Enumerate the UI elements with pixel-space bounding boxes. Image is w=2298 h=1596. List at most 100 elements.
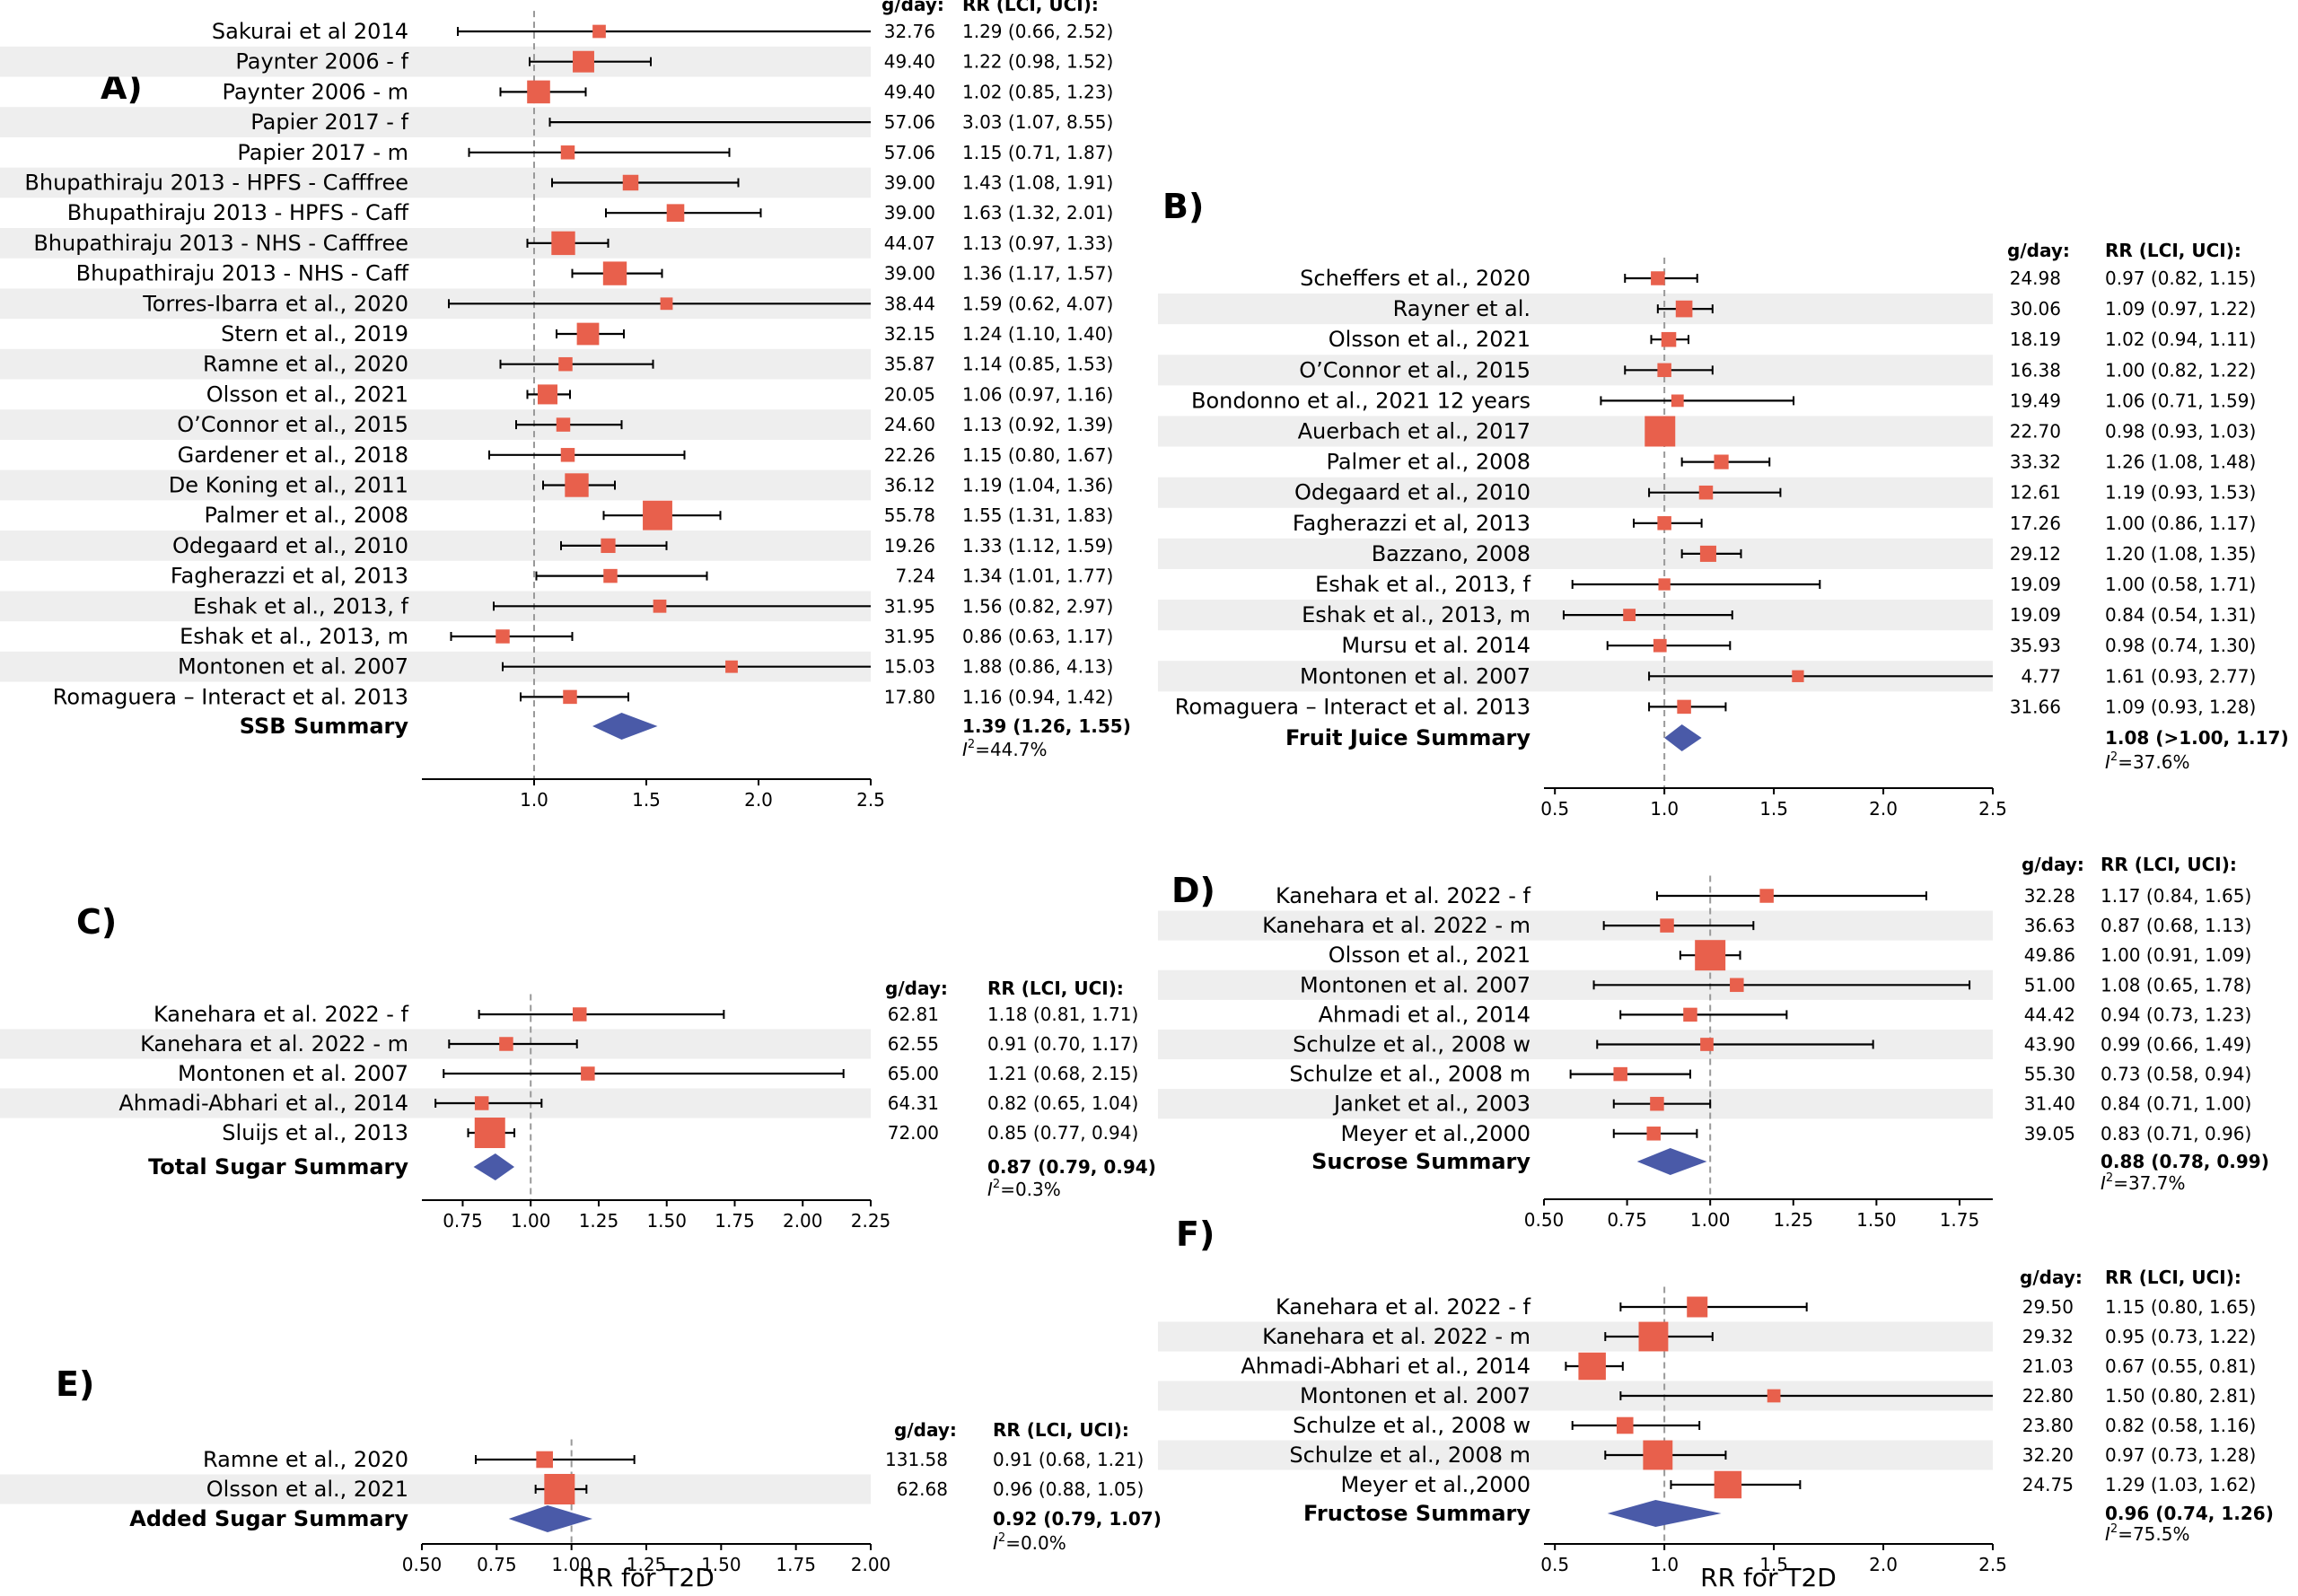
point-estimate [1616, 1416, 1634, 1434]
study-row: Olsson et al., 2021 18.19 1.02 (0.94, 1.11… [1329, 327, 2257, 352]
study-label: Auerbach et al., 2017 [1298, 419, 1531, 444]
study-row: Ahmadi-Abhari et al., 2014 64.31 0.82 (0.6… [118, 1091, 1138, 1116]
study-label: Fagherazzi et al, 2013 [1293, 511, 1531, 536]
study-label: Schulze et al., 2008 w [1293, 1032, 1531, 1057]
row-shade [0, 348, 871, 380]
gday-value: 22.26 [884, 444, 935, 466]
point-estimate [1613, 1066, 1627, 1082]
study-row: Ahmadi et al., 2014 44.42 0.94 (0.73, 1.23… [1319, 1002, 2252, 1027]
study-label: Ahmadi-Abhari et al., 2014 [118, 1091, 408, 1116]
gday-value: 65.00 [888, 1063, 939, 1084]
gday-value: 31.95 [884, 595, 935, 617]
study-row: Gardener et al., 2018 22.26 1.15 (0.80, 1.… [178, 443, 1114, 468]
study-label: Paynter 2006 - f [235, 49, 408, 75]
study-label: Schulze et al., 2008 m [1289, 1062, 1531, 1087]
i-squared-exponent: 2 [2110, 1522, 2118, 1536]
row-shade [1158, 294, 1993, 325]
study-row: Kanehara et al. 2022 - f 32.28 1.17 (0.84,… [1276, 883, 2251, 908]
x-tick-label: 2.0 [1869, 1554, 1898, 1575]
x-tick-label: 1.00 [551, 1554, 592, 1575]
i-squared: I2=0.3% [987, 1178, 1061, 1200]
rr-value: 1.15 (0.80, 1.65) [2105, 1296, 2256, 1318]
x-tick-label: 1.50 [701, 1554, 741, 1575]
gday-value: 35.93 [2010, 635, 2061, 656]
x-tick-label: 1.75 [776, 1554, 816, 1575]
x-tick-label: 1.0 [1650, 1554, 1679, 1575]
study-row: Romaguera – Interact et al. 2013 17.80 1.1… [53, 684, 1113, 709]
study-row: Sakurai et al 2014 32.76 1.29 (0.66, 2.52) [212, 19, 1113, 44]
rr-value: 0.95 (0.73, 1.22) [2105, 1326, 2256, 1347]
gday-value: 43.90 [2024, 1034, 2075, 1056]
i-squared-symbol: I [993, 1532, 998, 1554]
gday-value: 49.86 [2024, 944, 2075, 966]
rr-value: 1.26 (1.08, 1.48) [2105, 452, 2256, 473]
gday-value: 55.78 [884, 504, 935, 526]
study-label: Montonen et al. 2007 [1300, 1383, 1531, 1408]
x-tick-label: 1.25 [1774, 1209, 1814, 1231]
gday-value: 22.80 [2022, 1385, 2074, 1407]
point-estimate [1687, 1296, 1708, 1318]
gday-value: 19.26 [884, 535, 935, 557]
x-tick-label: 1.25 [579, 1210, 619, 1232]
point-estimate [603, 568, 618, 583]
point-estimate [556, 417, 571, 432]
rr-value: 0.67 (0.55, 0.81) [2105, 1355, 2256, 1377]
x-tick-label: 1.5 [1759, 1554, 1788, 1575]
study-label: Montonen et al. 2007 [1300, 972, 1531, 997]
rr-value: 1.00 (0.86, 1.17) [2105, 513, 2256, 534]
study-label: Ramne et al., 2020 [203, 352, 408, 377]
summary-label: Fruit Juice Summary [1285, 725, 1531, 750]
point-estimate [1650, 1096, 1664, 1111]
point-estimate [563, 689, 577, 705]
summary-diamond [592, 713, 658, 740]
study-label: Bazzano, 2008 [1372, 541, 1531, 566]
rr-value: 0.91 (0.68, 1.21) [993, 1449, 1144, 1470]
i-squared-value: =75.5% [2118, 1523, 2189, 1545]
point-estimate [544, 1474, 575, 1504]
gday-value: 12.61 [2010, 482, 2061, 504]
point-estimate [601, 538, 616, 554]
gday-value: 55.30 [2024, 1064, 2075, 1085]
study-row: Kanehara et al. 2022 - m 29.32 0.95 (0.73,… [1262, 1321, 2256, 1352]
study-row: Schulze et al., 2008 w 23.80 0.82 (0.58, 1… [1293, 1413, 2256, 1438]
rr-value: 1.55 (1.31, 1.83) [962, 504, 1113, 526]
study-label: Ramne et al., 2020 [203, 1447, 408, 1472]
point-estimate [474, 1096, 489, 1110]
row-shade [1158, 1089, 1993, 1119]
study-row: Fagherazzi et al, 2013 7.24 1.34 (1.01, 1.… [171, 564, 1113, 589]
x-tick-label: 1.0 [520, 789, 548, 811]
x-tick-label: 2.5 [1978, 1554, 2007, 1575]
study-label: Olsson et al., 2021 [1329, 327, 1531, 352]
panel-label: B) [1162, 187, 1204, 226]
point-estimate [1657, 363, 1671, 378]
gday-value: 29.12 [2010, 543, 2061, 565]
study-label: Bhupathiraju 2013 - NHS - Cafffree [33, 231, 408, 256]
rr-value: 1.29 (0.66, 2.52) [962, 21, 1113, 42]
study-row: Palmer et al., 2008 55.78 1.55 (1.31, 1.83… [204, 500, 1113, 531]
study-row: Palmer et al., 2008 33.32 1.26 (1.08, 1.48… [1326, 450, 2256, 475]
gday-value: 62.55 [888, 1033, 939, 1055]
rr-value: 1.17 (0.84, 1.65) [2101, 885, 2251, 907]
study-row: Romaguera – Interact et al. 2013 31.66 1.0… [1175, 694, 2256, 719]
rr-value: 0.86 (0.63, 1.17) [962, 626, 1113, 647]
rr-value: 1.16 (0.94, 1.42) [962, 686, 1113, 707]
x-tick-label: 2.5 [856, 789, 885, 811]
study-row: Olsson et al., 2021 49.86 1.00 (0.91, 1.09… [1329, 940, 2251, 971]
study-label: Olsson et al., 2021 [1329, 943, 1531, 968]
study-label: Eshak et al., 2013, m [1302, 602, 1531, 627]
x-tick-label: 0.75 [1607, 1209, 1647, 1231]
point-estimate [1657, 516, 1671, 531]
study-label: Eshak et al., 2013, f [1315, 572, 1531, 597]
summary-rr: 0.96 (0.74, 1.26) [2105, 1503, 2274, 1524]
study-label: Bhupathiraju 2013 - NHS - Caff [76, 261, 409, 286]
study-label: Papier 2017 - m [237, 140, 408, 165]
gday-value: 20.05 [884, 383, 935, 405]
point-estimate [499, 1037, 513, 1051]
study-label: O’Connor et al., 2015 [177, 412, 408, 437]
summary-diamond [508, 1505, 592, 1532]
x-tick-label: 2.00 [851, 1554, 891, 1575]
study-row: Schulze et al., 2008 m 55.30 0.73 (0.58, 0… [1289, 1062, 2251, 1087]
gday-value: 21.03 [2022, 1355, 2074, 1377]
gday-value: 39.05 [2024, 1123, 2075, 1144]
